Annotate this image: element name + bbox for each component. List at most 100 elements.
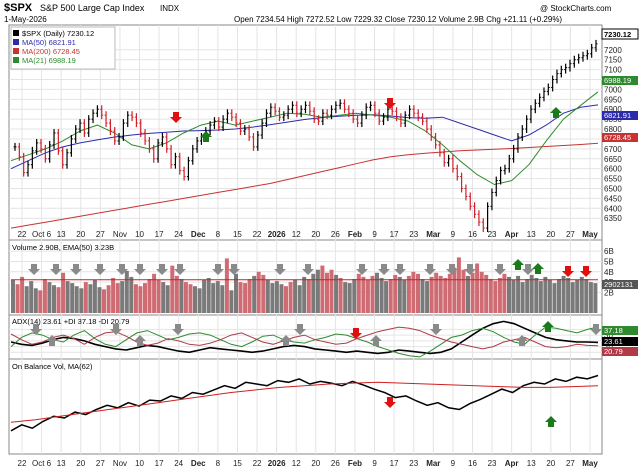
x-tick-label: 27 <box>96 230 105 239</box>
last-price-box: 7230.12 <box>604 30 631 39</box>
exchange-label: INDX <box>160 4 180 13</box>
x-tick-label: 26 <box>331 230 340 239</box>
ma200-box: 6728.45 <box>604 133 631 142</box>
x-tick-label: Dec <box>191 230 206 239</box>
volume-bar <box>388 279 393 313</box>
volume-bar <box>215 281 220 313</box>
volume-bar <box>484 274 489 313</box>
x-tick-label: Dec <box>191 459 206 468</box>
price-y-tick: 6900 <box>604 105 622 114</box>
volume-spike-arrow-icon <box>464 264 476 275</box>
x-tick-label: 15 <box>233 230 242 239</box>
minus-di-box: 20.79 <box>604 347 623 356</box>
volume-bar <box>452 267 457 313</box>
volume-bar <box>429 276 434 313</box>
price-y-tick: 6450 <box>604 194 622 203</box>
volume-bar <box>156 280 161 313</box>
volume-bar <box>224 258 229 313</box>
x-tick-label: 20 <box>546 230 555 239</box>
volume-bar <box>379 278 384 313</box>
x-tick-label: 23 <box>409 459 418 468</box>
volume-bar <box>361 276 366 313</box>
x-tick-label: Oct 6 <box>32 230 52 239</box>
volume-bar <box>52 285 56 313</box>
x-tick-label: 10 <box>135 459 144 468</box>
volume-legend: Volume 2.90B, EMA(50) 3.23B <box>12 243 114 252</box>
buy-arrow-icon <box>550 107 562 118</box>
adx-series--di <box>10 326 599 358</box>
adx-series-adx-14- <box>10 320 599 355</box>
volume-bar <box>529 274 534 313</box>
price-y-tick: 6600 <box>604 165 622 174</box>
x-tick-label: 17 <box>390 230 399 239</box>
volume-bar <box>338 278 343 313</box>
volume-spike-arrow-icon <box>522 264 534 275</box>
x-tick-label: 27 <box>566 230 575 239</box>
volume-bar <box>88 284 93 313</box>
volume-spike-arrow-icon <box>156 264 168 275</box>
x-tick-label: 9 <box>451 230 456 239</box>
adx-signal-arrow-icon <box>294 324 306 335</box>
adx-signal-arrow-icon <box>46 335 58 346</box>
x-tick-label: Feb <box>348 459 362 468</box>
sell-arrow-icon <box>170 112 182 123</box>
x-tick-label: 24 <box>174 459 183 468</box>
volume-bar <box>579 276 584 313</box>
volume-spike-arrow-icon <box>116 264 128 275</box>
x-tick-label: 8 <box>216 459 221 468</box>
x-tick-label: 20 <box>311 459 320 468</box>
x-tick-label: 20 <box>76 230 85 239</box>
volume-bar <box>356 273 361 313</box>
adx-signal-arrow-icon <box>280 335 292 346</box>
x-tick-label: 24 <box>174 230 183 239</box>
volume-bar <box>370 275 375 313</box>
volume-bar <box>129 276 134 313</box>
adx-signal-arrow-icon <box>430 324 442 335</box>
adx-signal-arrow-icon <box>516 335 528 346</box>
x-tick-label: 13 <box>57 459 66 468</box>
volume-bar <box>106 285 111 313</box>
x-tick-label: 12 <box>292 230 301 239</box>
x-tick-label: 15 <box>233 459 242 468</box>
price-y-tick: 6350 <box>604 214 622 223</box>
ma21-box: 6988.19 <box>604 76 631 85</box>
volume-bar <box>325 272 329 313</box>
volume-spike-arrow-icon <box>302 264 314 275</box>
buy-arrow-icon <box>200 131 212 142</box>
volume-bar <box>274 281 279 313</box>
volume-y-tick: 6B <box>604 247 614 256</box>
volume-bar <box>425 281 430 313</box>
x-tick-label: Nov <box>113 230 127 239</box>
volume-bar <box>147 279 152 313</box>
x-tick-label: 2026 <box>268 230 286 239</box>
volume-bar <box>384 281 389 313</box>
x-tick-label: 8 <box>216 230 221 239</box>
volume-bar <box>511 280 516 313</box>
volume-bar <box>56 287 61 313</box>
volume-bar <box>288 282 293 313</box>
adx-signal-arrow-icon <box>172 324 184 335</box>
volume-bar <box>375 272 379 313</box>
volume-bar <box>202 280 207 313</box>
volume-bar <box>188 284 193 313</box>
volume-bar <box>247 279 252 313</box>
volume-spike-arrow-icon <box>356 264 368 275</box>
adx-y-tick: 30 <box>604 331 613 340</box>
volume-bar <box>138 286 143 313</box>
volume-bar <box>102 289 106 313</box>
x-tick-label: 13 <box>527 230 536 239</box>
price-y-tick: 7150 <box>604 56 622 65</box>
volume-bar <box>197 288 202 313</box>
volume-bar <box>143 283 147 313</box>
x-tick-label: 2026 <box>268 459 286 468</box>
volume-bar <box>20 276 25 313</box>
x-tick-label: May <box>582 230 598 239</box>
x-tick-label: Nov <box>113 459 127 468</box>
volume-bar <box>265 280 270 313</box>
volume-bar <box>475 263 480 313</box>
volume-bar <box>111 278 116 313</box>
x-tick-label: 20 <box>76 459 85 468</box>
volume-spike-arrow-icon <box>28 264 40 275</box>
volume-bar <box>420 279 425 313</box>
price-y-tick: 6800 <box>604 125 622 134</box>
